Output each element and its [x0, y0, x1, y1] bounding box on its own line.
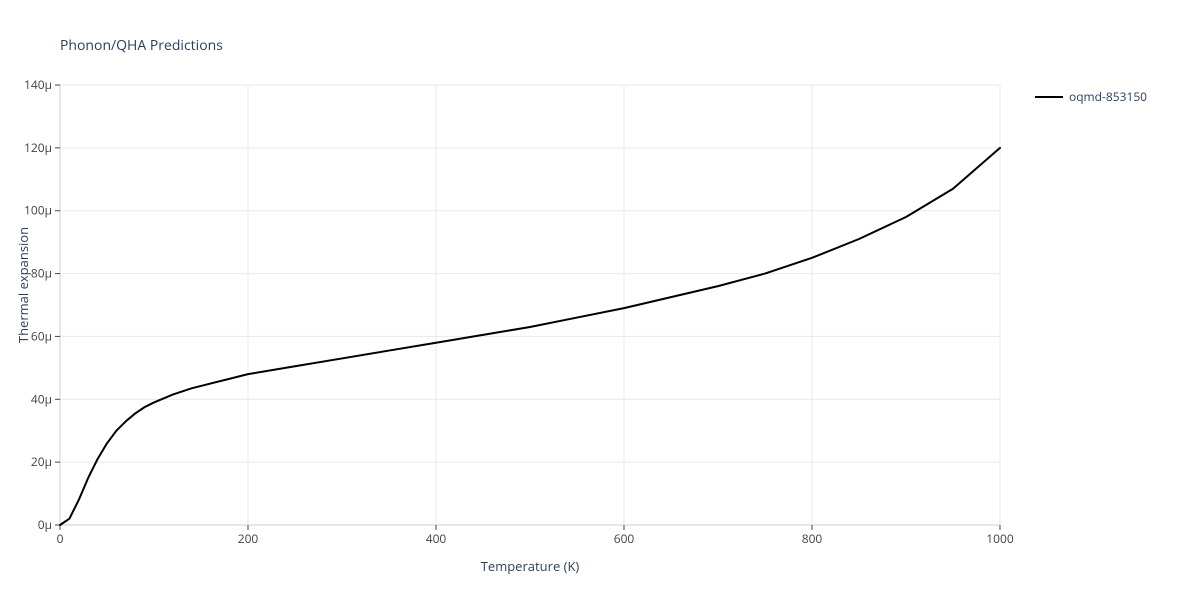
legend-label: oqmd-853150 — [1069, 88, 1147, 105]
x-tick-label: 0 — [57, 530, 64, 547]
x-tick-label: 1000 — [986, 530, 1014, 547]
chart-container: Phonon/QHA Predictions 02004006008001000… — [0, 0, 1200, 600]
y-tick-label: 120μ — [24, 139, 52, 156]
y-tick-label: 40μ — [31, 390, 52, 407]
y-tick-label: 0μ — [38, 516, 52, 533]
y-tick-label: 140μ — [24, 76, 52, 93]
legend-item[interactable]: oqmd-853150 — [1035, 88, 1147, 105]
x-tick-label: 200 — [238, 530, 259, 547]
y-tick-label: 80μ — [31, 265, 52, 282]
x-tick-label: 600 — [614, 530, 635, 547]
y-tick-label: 60μ — [31, 327, 52, 344]
x-axis-label: Temperature (K) — [470, 557, 590, 575]
y-tick-label: 20μ — [31, 453, 52, 470]
x-tick-label: 800 — [802, 530, 823, 547]
legend-swatch — [1035, 96, 1063, 98]
y-axis-label: Thermal expansion — [14, 205, 32, 365]
plot-area: 020040060080010000μ20μ40μ60μ80μ100μ120μ1… — [0, 0, 1200, 600]
x-tick-label: 400 — [426, 530, 447, 547]
